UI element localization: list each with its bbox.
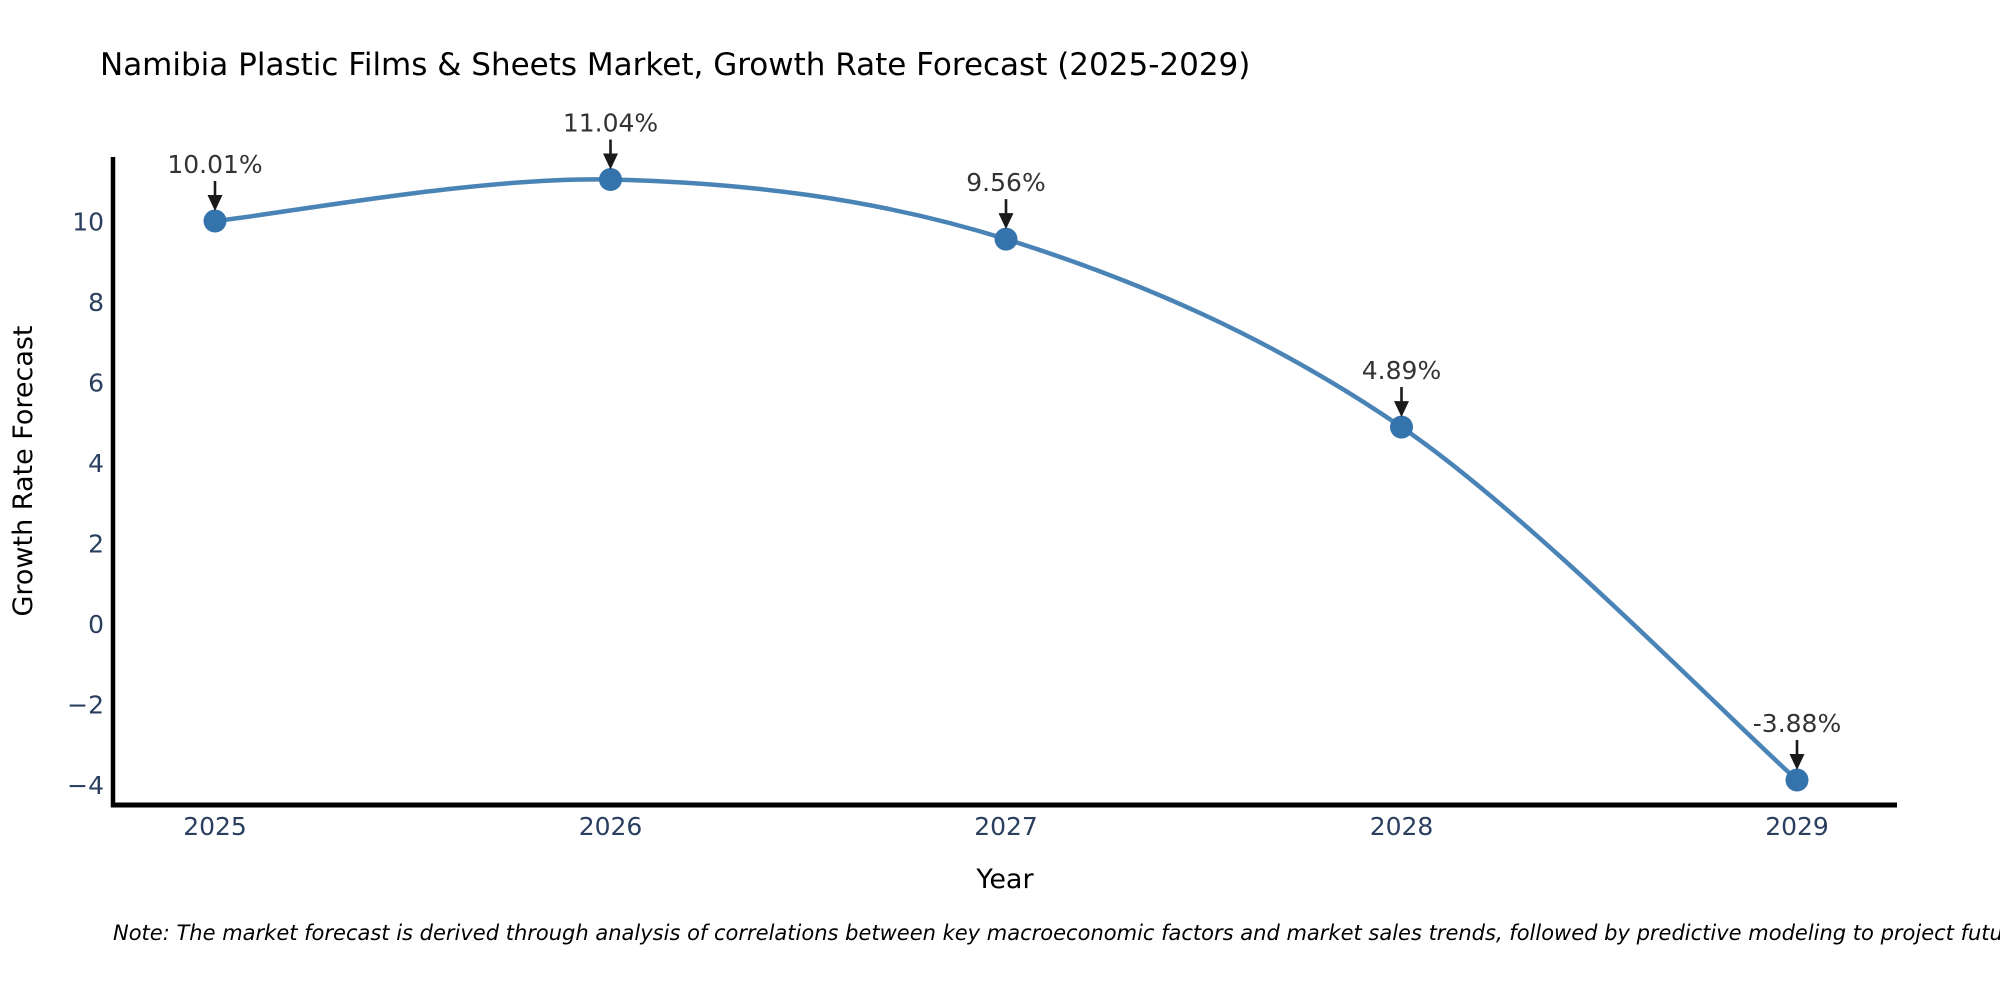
y-tick-label: 8	[88, 288, 104, 317]
annotation-arrowhead-icon	[207, 194, 223, 211]
y-axis-title: Growth Rate Forecast	[8, 325, 39, 616]
y-tick-label: 6	[88, 368, 104, 397]
y-tick-label: −2	[67, 690, 104, 719]
x-tick-label: 2029	[1765, 812, 1829, 841]
point-value-label: 9.56%	[966, 168, 1045, 197]
x-tick-label: 2026	[579, 812, 643, 841]
y-tick-label: 0	[88, 610, 104, 639]
x-tick-label: 2027	[974, 812, 1038, 841]
chart-title: Namibia Plastic Films & Sheets Market, G…	[100, 47, 1250, 83]
axes	[110, 157, 1897, 808]
x-tick-label: 2025	[183, 812, 247, 841]
data-point-marker	[994, 227, 1018, 251]
line-series	[203, 168, 1809, 792]
point-value-label: 4.89%	[1362, 356, 1441, 385]
y-tick-label: −4	[67, 771, 104, 800]
point-value-label: -3.88%	[1753, 709, 1841, 738]
point-value-label: 11.04%	[563, 109, 658, 138]
point-value-label: 10.01%	[167, 150, 262, 179]
x-tick-label: 2028	[1370, 812, 1434, 841]
y-tick-label: 4	[88, 449, 104, 478]
point-annotations: 10.01% 11.04% 9.56% 4.89% -3.88%	[167, 109, 1841, 771]
annotation-arrowhead-icon	[998, 213, 1014, 230]
data-point-marker	[203, 209, 227, 233]
data-point-marker	[1785, 768, 1809, 792]
annotation-arrowhead-icon	[603, 153, 618, 170]
data-point-marker	[1390, 415, 1413, 439]
x-axis-title: Year	[975, 864, 1034, 895]
footnote: Note: The market forecast is derived thr…	[113, 921, 2000, 945]
data-point-marker	[599, 168, 622, 192]
y-tick-labels: −4 −2 0 2 4 6 8 10	[67, 207, 104, 799]
y-tick-label: 10	[72, 207, 104, 236]
y-tick-label: 2	[88, 529, 104, 558]
annotation-arrowhead-icon	[1394, 401, 1409, 418]
x-tick-labels: 2025 2026 2027 2028 2029	[183, 812, 1829, 841]
growth-rate-line	[212, 177, 1800, 783]
annotation-arrowhead-icon	[1789, 754, 1805, 771]
